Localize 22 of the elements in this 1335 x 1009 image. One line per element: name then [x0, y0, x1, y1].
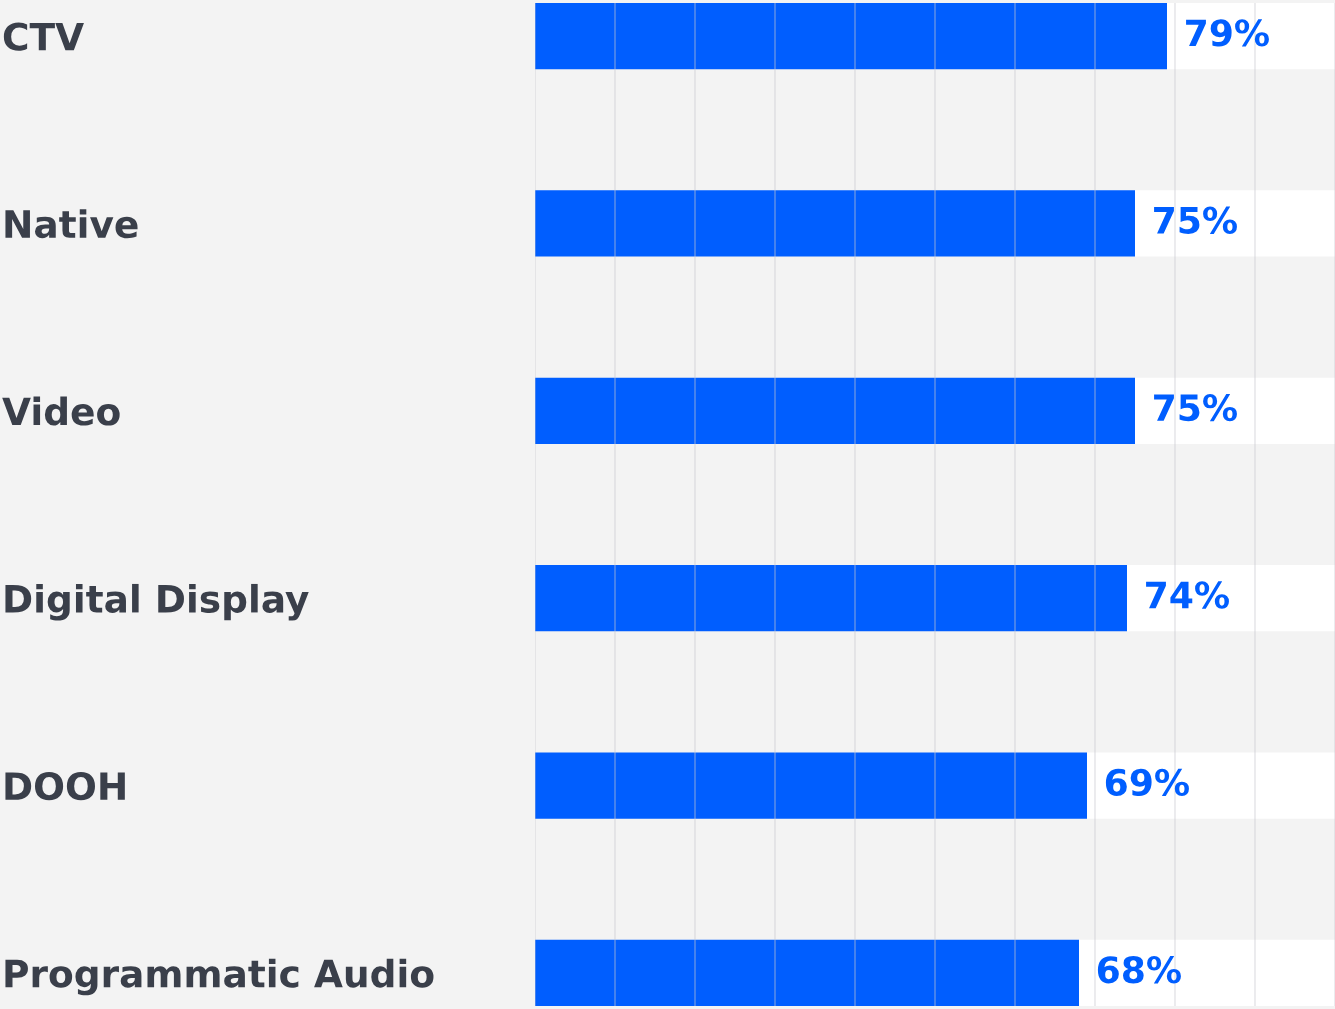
data-label: 69% [1105, 768, 1189, 797]
bar [1127, 565, 1335, 632]
data-label: 68% [1097, 956, 1181, 984]
bar [535, 752, 1087, 819]
y-tick-label: DOOH [5, 771, 125, 801]
bar [535, 939, 1079, 1006]
y-tick-label: Digital Display [5, 583, 309, 621]
y-tick-label: Video [2, 396, 120, 426]
bar [1135, 190, 1335, 257]
bar [535, 565, 1127, 632]
bar [535, 377, 1135, 444]
bar [1087, 752, 1335, 819]
y-tick-label: Native [5, 209, 138, 239]
data-label: 75% [1154, 393, 1237, 422]
y-tick-label: CTV [3, 22, 84, 51]
bar [535, 3, 1167, 70]
data-label: 74% [1146, 581, 1229, 609]
y-tick-label: Programmatic Audio [5, 958, 434, 996]
data-label: 79% [1186, 19, 1269, 47]
data-label: 75% [1154, 206, 1237, 234]
bar [1135, 377, 1335, 444]
bar [535, 190, 1135, 257]
